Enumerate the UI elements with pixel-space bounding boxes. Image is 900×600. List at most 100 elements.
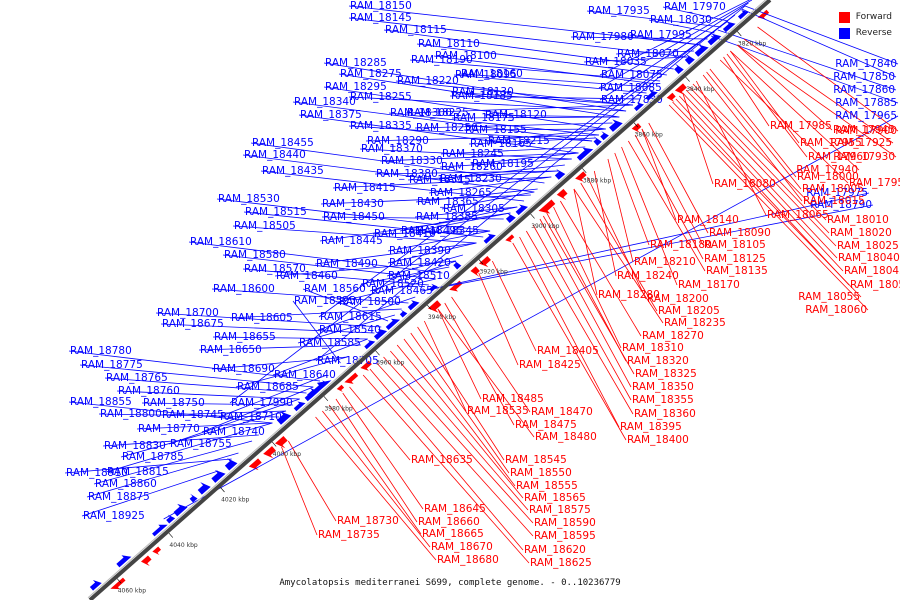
forward-label-ram_18660-leader	[335, 398, 418, 523]
reverse-label-ram_18760-leader	[116, 390, 300, 400]
forward-label-ram_18735: RAM_18735	[318, 529, 380, 541]
reverse-label-ram_17990-leader	[229, 14, 736, 404]
reverse-label-ram_17860: RAM_17860	[833, 84, 895, 96]
genome-caption: Amycolatopsis mediterranei S699, complet…	[279, 578, 621, 588]
forward-gene-37	[336, 384, 345, 393]
forward-label-ram_18055: RAM_18055	[798, 291, 860, 303]
reverse-label-ram_18745: RAM_18745	[162, 409, 224, 421]
kbp-tick-mark-7	[375, 350, 380, 356]
forward-label-ram_18010-leader	[692, 83, 827, 221]
reverse-label-ram_18380-leader	[374, 170, 559, 175]
kbp-tick-6: 3940 kbp	[428, 314, 456, 321]
reverse-label-ram_17935-leader	[586, 10, 722, 28]
forward-label-ram_18050: RAM_18050	[850, 279, 900, 291]
reverse-label-ram_18305: RAM_18305	[443, 203, 505, 215]
forward-label-ram_18555-leader	[403, 338, 516, 487]
forward-label-ram_18060-leader	[668, 104, 869, 311]
forward-label-ram_18660: RAM_18660	[418, 516, 480, 528]
forward-gene-36	[344, 372, 359, 384]
reverse-label-ram_17965: RAM_17965	[835, 110, 897, 122]
forward-gene-11	[631, 123, 642, 133]
forward-label-ram_18170: RAM_18170	[678, 279, 740, 291]
reverse-label-ram_18685-leader	[235, 356, 348, 388]
forward-label-ram_18645: RAM_18645	[424, 503, 486, 515]
reverse-label-ram_18770-leader	[136, 422, 273, 430]
legend-reverse: Reverse	[838, 25, 892, 41]
reverse-label-ram_17975-leader	[421, 192, 870, 292]
forward-gene-8	[666, 92, 676, 102]
kbp-tick-9: 4000 kbp	[273, 451, 301, 458]
reverse-label-ram_18260: RAM_18260	[441, 161, 503, 173]
forward-label-ram_18730: RAM_18730	[337, 515, 399, 527]
forward-label-ram_18625: RAM_18625	[530, 557, 592, 569]
forward-label-ram_18620-leader	[369, 368, 524, 551]
forward-label-ram_18350-leader	[539, 218, 632, 388]
reverse-label-ram_18175-leader	[451, 116, 620, 119]
forward-label-ram_18595-leader	[376, 362, 534, 537]
reverse-label-ram_17995-leader	[628, 34, 701, 46]
reverse-gene-17	[554, 168, 566, 180]
label-leaders	[64, 0, 899, 564]
reverse-label-ram_18440: RAM_18440	[244, 149, 306, 161]
forward-label-ram_18545: RAM_18545	[505, 454, 567, 466]
reverse-label-ram_18120-leader	[483, 114, 620, 118]
forward-label-ram_18140-leader	[641, 128, 677, 221]
forward-label-ram_18470-leader	[451, 296, 531, 413]
reverse-label-ram_17970-leader	[662, 6, 729, 22]
forward-gene-16	[575, 171, 587, 182]
forward-label-ram_18045: RAM_18045	[844, 265, 900, 277]
reverse-label-ram_18250: RAM_18250	[416, 122, 478, 134]
reverse-label-ram_17830: RAM_17830	[601, 94, 663, 106]
reverse-label-ram_18455: RAM_18455	[252, 137, 314, 149]
reverse-label-ram_18435: RAM_18435	[262, 165, 324, 177]
kbp-tick-12: 4060 kbp	[118, 588, 146, 595]
reverse-label-ram_18385: RAM_18385	[416, 211, 478, 223]
legend-reverse-label: Reverse	[855, 28, 892, 38]
reverse-gene-3	[707, 33, 722, 46]
forward-label-ram_18135-leader	[627, 140, 706, 272]
forward-label-ram_17950: RAM_17950	[849, 177, 900, 189]
reverse-label-ram_18640: RAM_18640	[274, 369, 336, 381]
reverse-label-ram_18035-leader	[583, 56, 688, 63]
forward-label-ram_18235-leader	[573, 188, 664, 324]
reverse-gene-31	[399, 309, 408, 318]
forward-label-ram_18135: RAM_18135	[706, 265, 768, 277]
reverse-label-ram_18675: RAM_18675	[162, 318, 224, 330]
kbp-tick-mark-9	[271, 441, 277, 447]
reverse-label-ram_18580-leader	[222, 254, 436, 280]
reverse-label-ram_18185: RAM_18185	[451, 90, 513, 102]
kbp-tick-3: 3880 kbp	[583, 177, 611, 184]
forward-label-ram_18270-leader	[559, 200, 642, 337]
reverse-label-ram_18230: RAM_18230	[440, 173, 502, 185]
reverse-gene-47	[197, 482, 211, 495]
forward-label-ram_18055-leader	[672, 101, 862, 298]
reverse-label-ram_18330: RAM_18330	[381, 155, 443, 167]
forward-gene-19	[538, 199, 556, 214]
reverse-label-ram_18655-leader	[212, 336, 368, 340]
reverse-label-ram_18315-leader	[407, 170, 559, 181]
reverse-label-ram_18465: RAM_18465	[371, 285, 433, 297]
reverse-label-ram_18700: RAM_18700	[157, 307, 219, 319]
reverse-label-ram_18775-leader	[79, 364, 314, 388]
reverse-label-ram_18710-leader	[218, 374, 328, 418]
kbp-tick-0: 3820 kbp	[738, 40, 766, 47]
forward-label-ram_18170-leader	[621, 146, 678, 286]
kbp-tick-4: 3900 kbp	[531, 223, 559, 230]
reverse-label-ram_18340: RAM_18340	[294, 96, 356, 108]
reverse-label-ram_18215: RAM_18215	[488, 135, 550, 147]
reverse-label-ram_18100: RAM_18100	[435, 50, 497, 62]
reverse-label-ram_17975: RAM_17975	[806, 187, 868, 199]
forward-label-ram_18010: RAM_18010	[827, 214, 889, 226]
reverse-label-ram_17885: RAM_17885	[835, 97, 897, 109]
forward-label-ram_18325-leader	[542, 215, 635, 375]
forward-label-ram_18575-leader	[390, 350, 529, 511]
reverse-label-ram_18075: RAM_18075	[601, 69, 663, 81]
forward-label-ram_18105: RAM_18105	[704, 239, 766, 251]
kbp-tick-10: 4020 kbp	[221, 496, 249, 503]
forward-label-ram_18550: RAM_18550	[510, 467, 572, 479]
forward-label-ram_18045-leader	[679, 95, 844, 272]
reverse-label-ram_18150: RAM_18150	[350, 0, 412, 12]
forward-label-ram_18200-leader	[587, 176, 647, 300]
reverse-label-ram_18600: RAM_18600	[213, 283, 275, 295]
gene-labels: RAM_18150RAM_18145RAM_18115RAM_18110RAM_…	[66, 0, 900, 569]
